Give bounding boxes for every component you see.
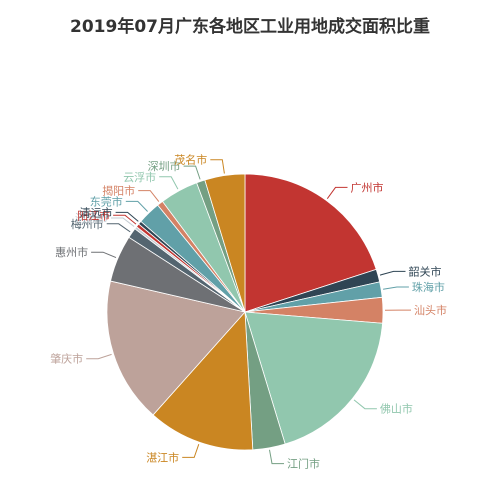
pie-leader-line-7 [86,353,112,360]
pie-leader-line-15 [159,176,179,190]
pie-label-4: 佛山市 [380,402,413,416]
pie-slice-4[interactable] [244,311,383,445]
pie-label-0: 广州市 [351,180,384,194]
pie-label-12: 清远市 [80,205,113,219]
pie-leader-line-17 [210,159,225,174]
pie-leader-line-9 [106,223,131,233]
pie-leader-line-16 [183,165,201,180]
pie-leader-line-4 [353,399,377,410]
pie-label-10: 河源市 [75,211,108,225]
pie-leader-line-12 [115,211,139,222]
pie-label-13: 东莞市 [90,194,123,208]
pie-label-14: 揭阳市 [102,184,135,198]
pie-leader-line-5 [269,449,284,465]
pie-label-3: 汕头市 [414,303,447,317]
pie-leader-line-13 [125,200,148,212]
pie-leader-line-1 [379,270,406,276]
pie-label-15: 云浮市 [123,170,156,184]
pie-label-7: 肇庆市 [50,352,83,366]
pie-slice-6[interactable] [152,311,254,451]
pie-slice-7[interactable] [106,280,246,416]
pie-leader-line-14 [138,190,160,202]
pie-label-5: 江门市 [287,457,320,471]
pie-label-8: 惠州市 [55,245,88,259]
pie-leader-line-10 [111,217,135,227]
pie-leader-line-11 [113,214,137,225]
pie-slice-0[interactable] [244,173,377,313]
pie-label-11: 阳江市 [77,208,110,222]
pie-leader-line-2 [383,286,409,290]
pie-label-17: 茂名市 [174,153,207,167]
pie-label-1: 韶关市 [409,264,442,278]
pie-leader-line-6 [182,444,200,458]
pie-label-2: 珠海市 [412,280,445,294]
pie-leader-line-0 [326,186,348,199]
pie-label-16: 深圳市 [148,159,181,173]
pie-leader-line-8 [91,251,117,259]
chart-title: 2019年07月广东各地区工业用地成交面积比重 [70,17,430,37]
pie-label-9: 梅州市 [71,217,104,231]
pie-slices [106,173,384,451]
pie-label-6: 湛江市 [146,450,179,464]
pie-slice-17[interactable] [204,173,246,313]
